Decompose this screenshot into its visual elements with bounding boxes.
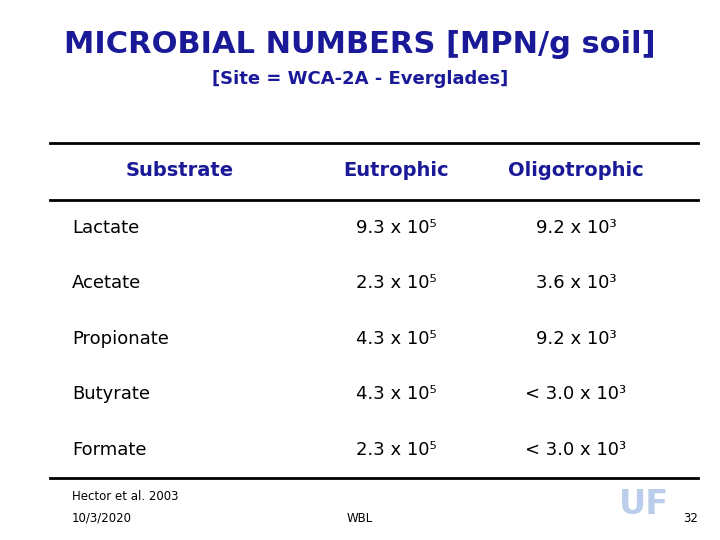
Text: < 3.0 x 10³: < 3.0 x 10³ bbox=[526, 386, 626, 403]
Text: UF: UF bbox=[619, 488, 670, 522]
Text: Formate: Formate bbox=[72, 441, 146, 459]
Text: 32: 32 bbox=[683, 512, 698, 525]
Text: 2.3 x 10⁵: 2.3 x 10⁵ bbox=[356, 274, 436, 292]
Text: Oligotrophic: Oligotrophic bbox=[508, 160, 644, 180]
Text: Eutrophic: Eutrophic bbox=[343, 160, 449, 180]
Text: Acetate: Acetate bbox=[72, 274, 141, 292]
Text: [Site = WCA-2A - Everglades]: [Site = WCA-2A - Everglades] bbox=[212, 70, 508, 88]
Text: 3.6 x 10³: 3.6 x 10³ bbox=[536, 274, 616, 292]
Text: 10/3/2020: 10/3/2020 bbox=[72, 512, 132, 525]
Text: Hector et al. 2003: Hector et al. 2003 bbox=[72, 490, 179, 503]
Text: Butyrate: Butyrate bbox=[72, 386, 150, 403]
Text: WBL: WBL bbox=[347, 512, 373, 525]
Text: < 3.0 x 10³: < 3.0 x 10³ bbox=[526, 441, 626, 459]
Text: MICROBIAL NUMBERS [MPN/g soil]: MICROBIAL NUMBERS [MPN/g soil] bbox=[64, 30, 656, 59]
Text: Substrate: Substrate bbox=[126, 160, 234, 180]
Text: 9.2 x 10³: 9.2 x 10³ bbox=[536, 330, 616, 348]
Text: 4.3 x 10⁵: 4.3 x 10⁵ bbox=[356, 386, 436, 403]
Text: Propionate: Propionate bbox=[72, 330, 169, 348]
Text: Lactate: Lactate bbox=[72, 219, 139, 237]
Text: 9.2 x 10³: 9.2 x 10³ bbox=[536, 219, 616, 237]
Text: 9.3 x 10⁵: 9.3 x 10⁵ bbox=[356, 219, 436, 237]
Text: 2.3 x 10⁵: 2.3 x 10⁵ bbox=[356, 441, 436, 459]
Text: 4.3 x 10⁵: 4.3 x 10⁵ bbox=[356, 330, 436, 348]
